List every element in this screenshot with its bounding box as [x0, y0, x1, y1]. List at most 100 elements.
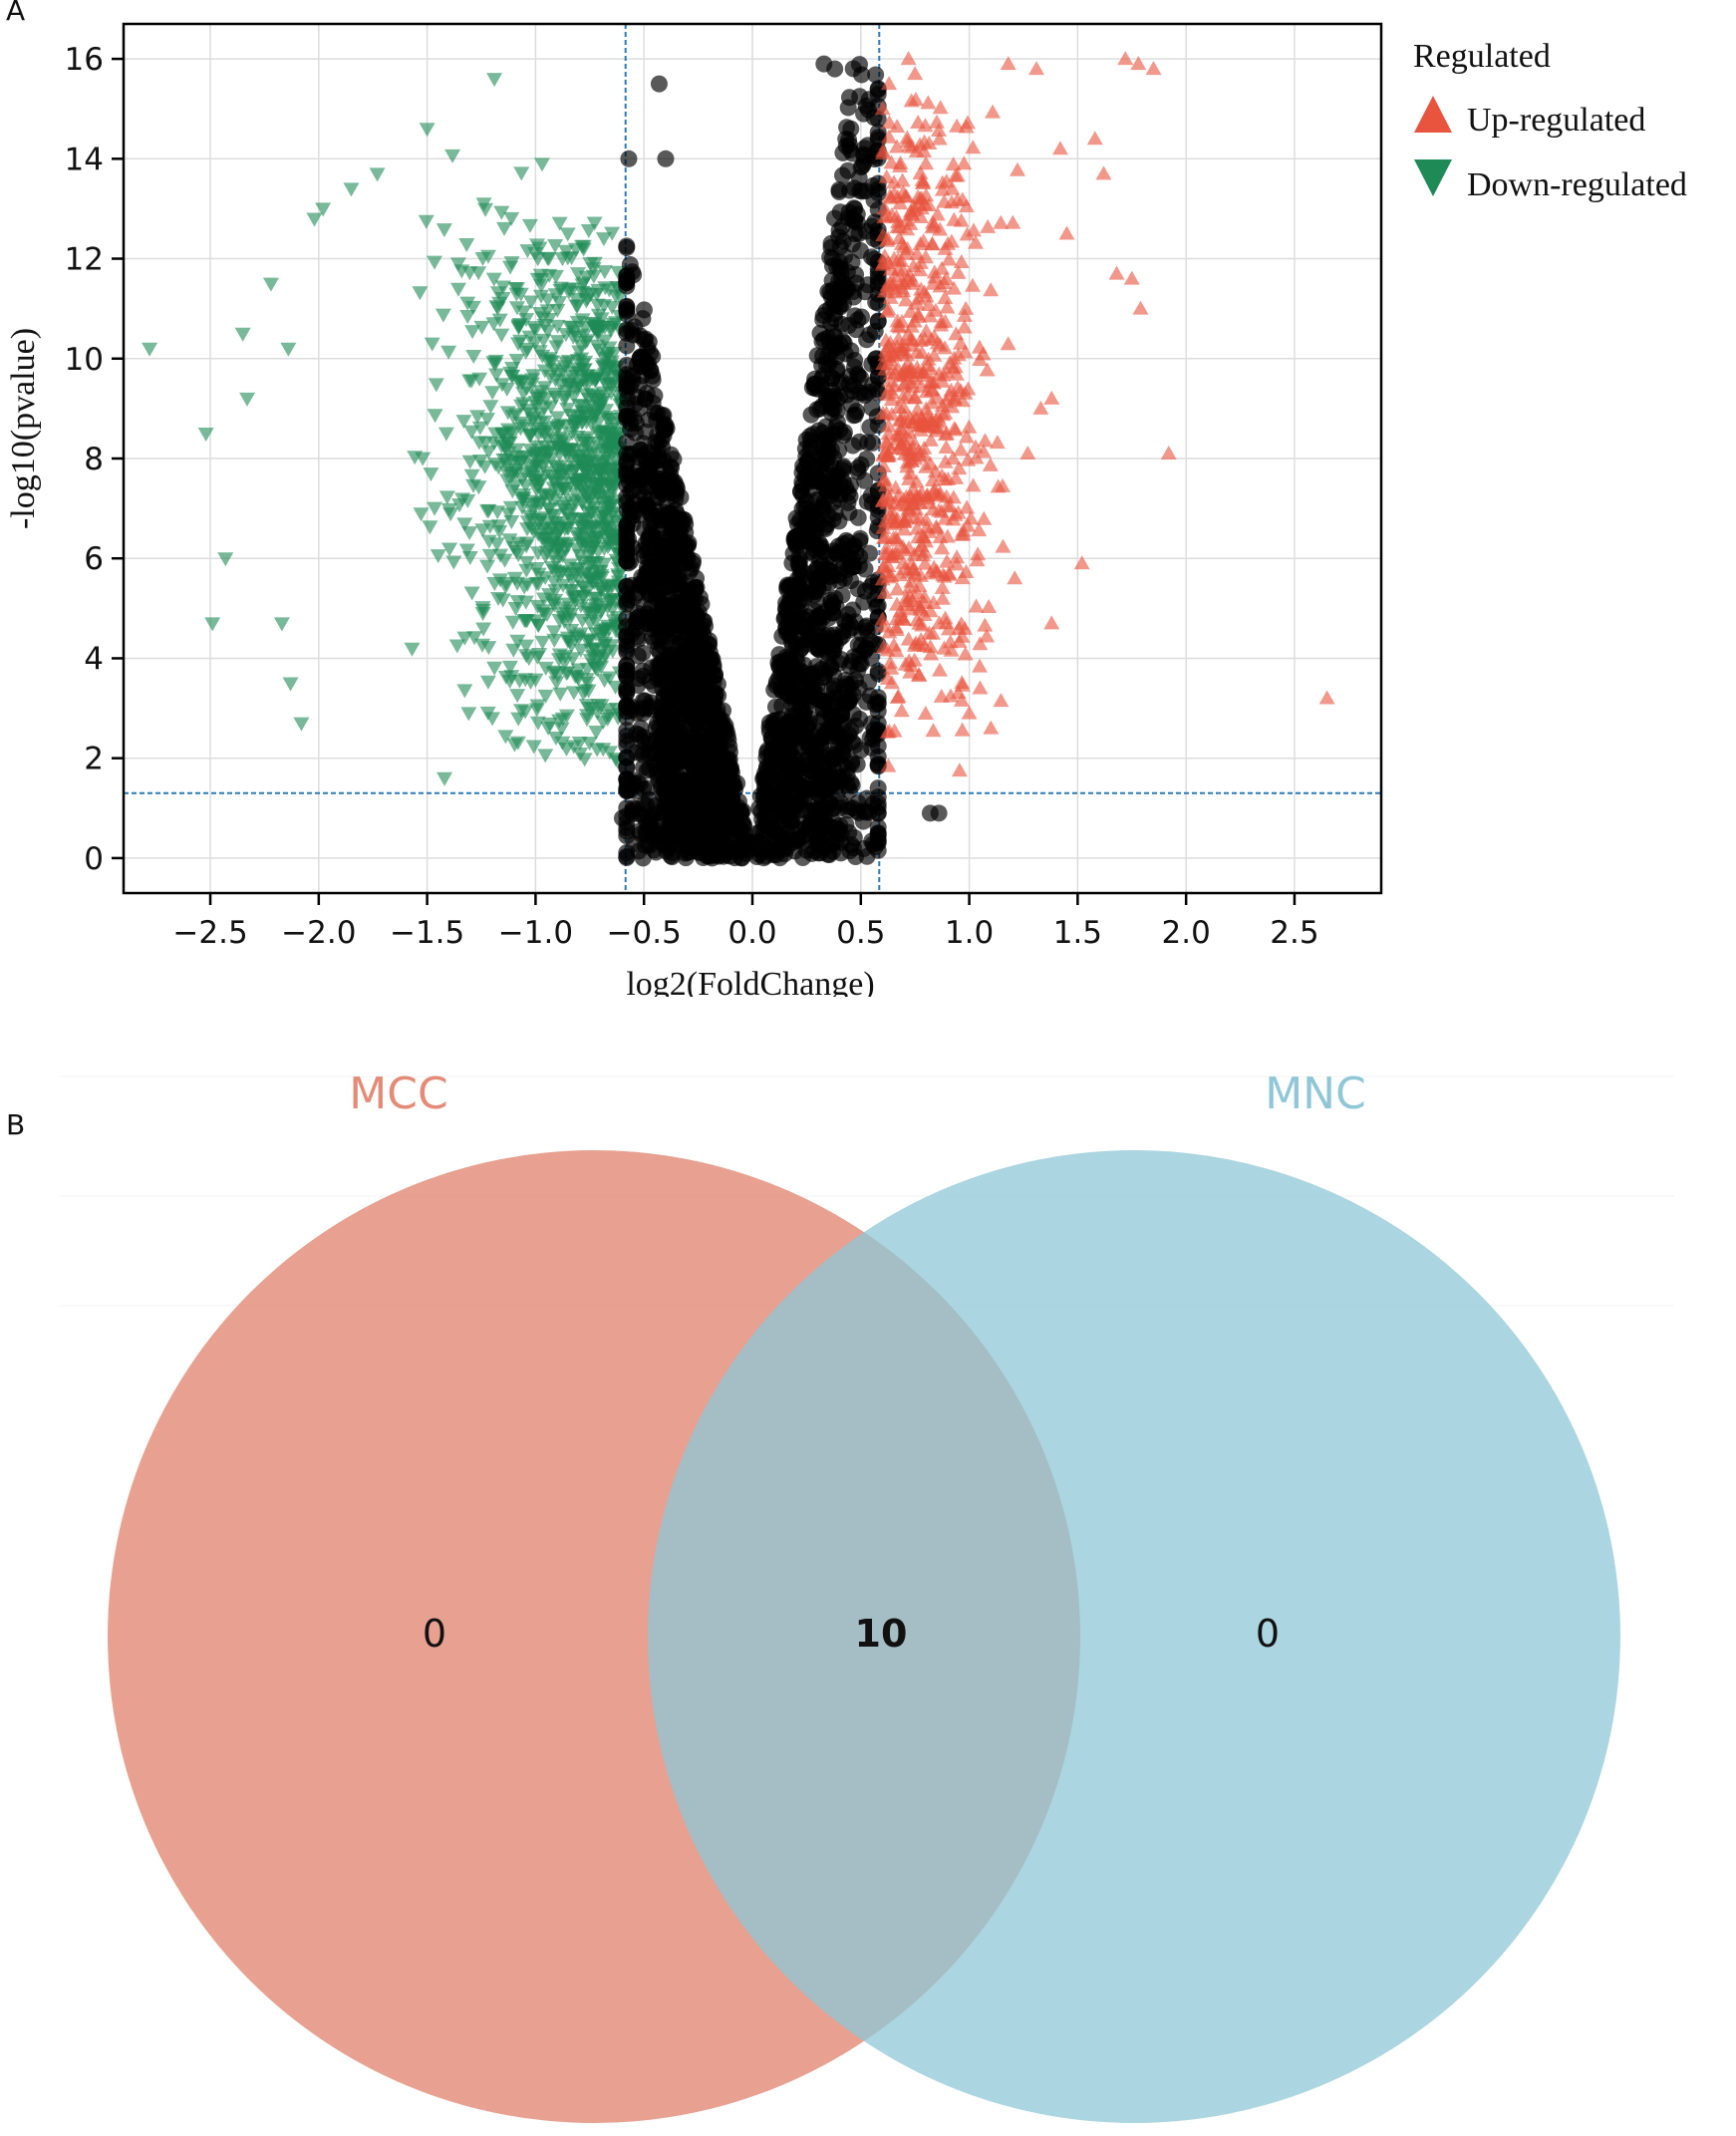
data-point-ns	[845, 358, 863, 376]
data-point-ns	[663, 802, 681, 820]
data-point-ns	[788, 795, 806, 813]
data-point-down	[463, 586, 480, 601]
data-point-down	[559, 227, 576, 242]
data-point-ns	[671, 544, 689, 562]
data-point-up	[880, 426, 897, 441]
data-point-down	[586, 642, 603, 657]
data-point-up	[936, 640, 953, 655]
data-point-ns	[701, 644, 719, 662]
data-point-down	[461, 455, 478, 469]
data-point-down	[578, 388, 595, 403]
data-point-ns	[846, 225, 864, 243]
data-point-up	[934, 579, 951, 594]
data-point-down	[598, 404, 615, 419]
data-point-ns	[767, 677, 785, 695]
data-point-ns	[822, 404, 840, 422]
data-point-down	[540, 722, 557, 737]
data-point-up	[959, 226, 976, 241]
data-point-ns	[618, 758, 636, 775]
data-point-up	[891, 229, 908, 244]
data-point-ns	[842, 676, 860, 694]
data-point-down	[584, 408, 601, 423]
data-point-up	[899, 347, 916, 362]
data-point-down	[601, 703, 618, 718]
data-point-up	[912, 165, 929, 180]
data-point-ns	[794, 814, 812, 832]
data-point-down	[430, 549, 446, 564]
data-point-down	[537, 661, 554, 676]
y-tick-label: 10	[65, 342, 104, 378]
data-point-up	[1019, 445, 1036, 459]
data-point-down	[580, 223, 597, 238]
legend-marker-up	[1414, 96, 1452, 133]
data-point-up	[957, 344, 974, 359]
data-point-ns	[834, 623, 852, 641]
data-point-up	[874, 571, 891, 586]
data-point-down	[528, 562, 545, 577]
data-point-down	[550, 653, 567, 668]
data-point-ns	[668, 476, 686, 494]
data-point-ns	[733, 824, 751, 842]
data-point-down	[234, 327, 251, 342]
data-point-down	[564, 652, 581, 667]
data-point-up	[969, 552, 986, 567]
data-point-ns	[664, 844, 682, 862]
data-point-down	[569, 330, 586, 345]
data-point-down	[534, 635, 551, 650]
data-point-down	[563, 370, 580, 385]
data-point-ns	[638, 605, 656, 623]
data-point-down	[423, 467, 439, 482]
data-point-up	[968, 450, 985, 464]
data-point-ns	[621, 255, 639, 273]
data-point-down	[507, 466, 524, 481]
data-point-up	[954, 722, 971, 737]
data-point-up	[899, 221, 916, 236]
data-point-down	[474, 252, 491, 267]
data-point-ns	[634, 310, 652, 328]
data-point-ns	[657, 150, 675, 167]
data-point-down	[568, 381, 585, 396]
data-point-down	[562, 454, 579, 468]
data-point-up	[953, 253, 970, 268]
data-point-ns	[844, 145, 862, 162]
data-point-down	[514, 500, 531, 515]
data-point-ns	[815, 518, 833, 536]
data-point-ns	[796, 668, 814, 686]
data-point-ns	[790, 580, 808, 598]
data-point-ns	[823, 369, 841, 387]
data-point-ns	[844, 437, 862, 455]
data-point-down	[603, 429, 620, 444]
data-point-ns	[826, 60, 844, 78]
data-point-ns	[815, 668, 833, 686]
data-point-ns	[827, 544, 845, 562]
data-point-down	[610, 569, 627, 584]
data-point-down	[582, 288, 599, 303]
data-point-down	[602, 320, 619, 335]
data-point-ns	[869, 80, 887, 98]
data-point-down	[197, 427, 214, 442]
data-point-ns	[865, 229, 883, 247]
y-tick-label: 16	[65, 42, 104, 78]
data-point-ns	[819, 282, 837, 300]
data-point-down	[282, 677, 299, 692]
data-point-ns	[629, 467, 647, 485]
data-point-down	[604, 376, 621, 391]
data-point-up	[929, 335, 946, 350]
x-tick-label: 2.5	[1270, 915, 1318, 951]
data-point-up	[887, 479, 904, 494]
data-point-down	[576, 538, 593, 553]
data-point-up	[939, 553, 956, 568]
data-point-ns	[671, 510, 689, 528]
data-point-up	[875, 254, 892, 269]
data-point-ns	[620, 530, 638, 548]
data-point-ns	[641, 526, 659, 544]
data-point-down	[572, 627, 589, 642]
data-point-ns	[659, 784, 677, 802]
data-point-down	[565, 740, 582, 755]
data-point-down	[456, 631, 473, 646]
data-point-ns	[631, 576, 649, 594]
data-point-ns	[771, 728, 789, 746]
data-point-up	[889, 510, 906, 525]
data-point-down	[485, 317, 502, 332]
data-point-up	[972, 658, 989, 673]
